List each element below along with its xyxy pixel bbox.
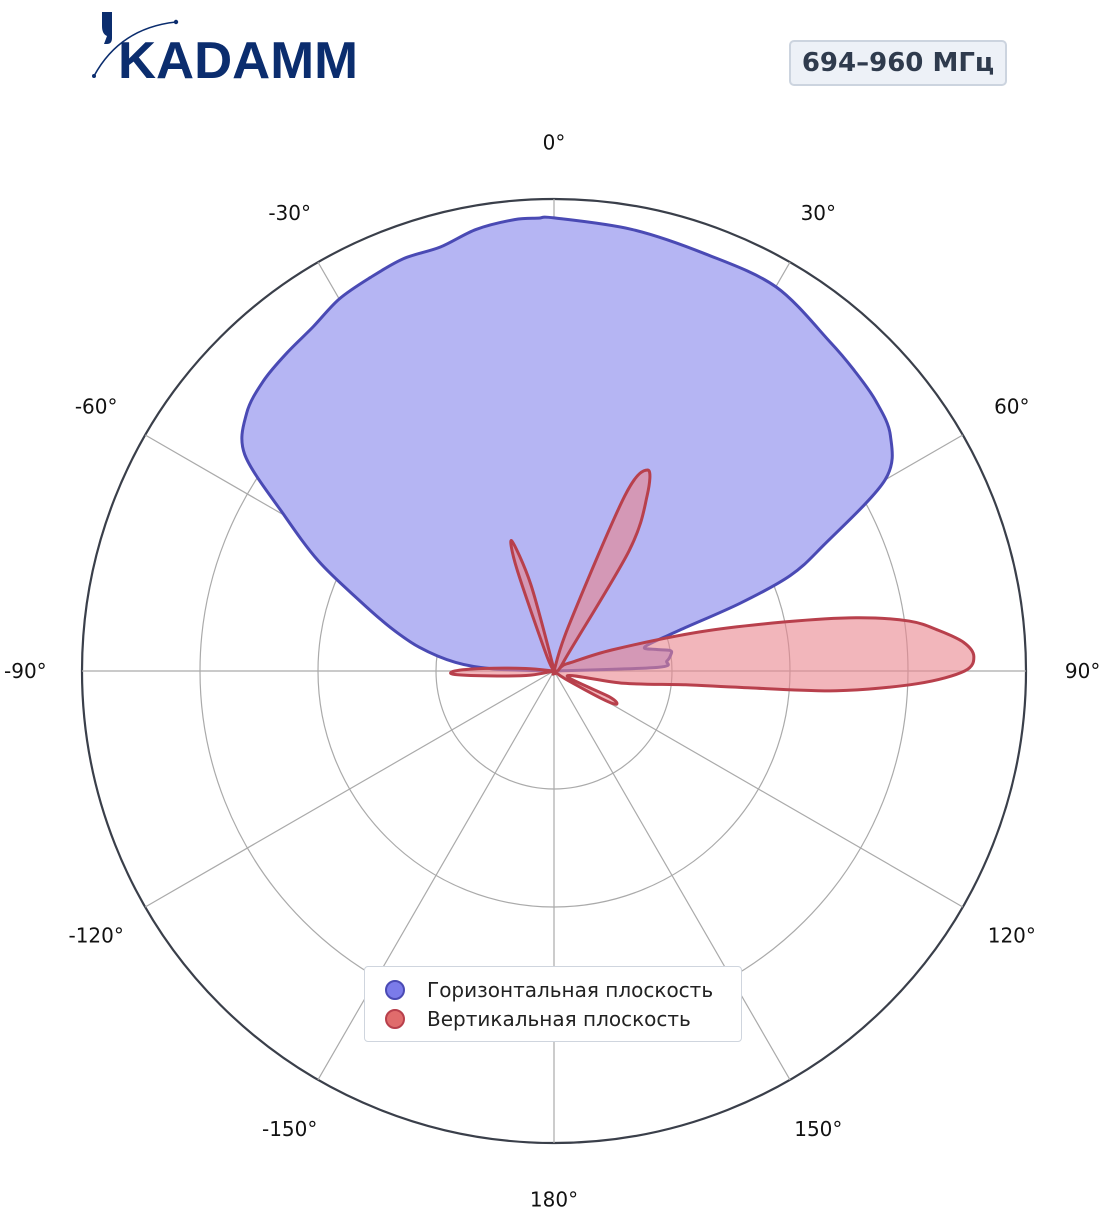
angle-tick-label: 120° (988, 923, 1036, 947)
legend-marker-horizontal (385, 980, 405, 1000)
legend: Горизонтальная плоскость Вертикальная пл… (364, 966, 742, 1042)
series-vertical-plane (449, 468, 976, 706)
logo-swoosh-dot (173, 19, 179, 25)
angle-tick-label: -30° (268, 201, 311, 225)
angle-tick-label: 90° (1065, 659, 1100, 683)
angle-tick-label: -90° (4, 659, 47, 683)
frequency-band-badge: 694–960 МГц (789, 40, 1007, 86)
legend-item-horizontal: Горизонтальная плоскость (385, 975, 713, 1005)
legend-marker-vertical (385, 1009, 405, 1029)
logo-swoosh (93, 21, 177, 77)
legend-label-horizontal: Горизонтальная плоскость (427, 978, 714, 1002)
angular-gridline (553, 670, 964, 908)
logo-text: KADAMM (118, 32, 358, 84)
series-horizontal-plane (240, 215, 894, 673)
angular-gridline (144, 670, 555, 908)
angle-tick-label: 150° (794, 1117, 842, 1141)
angle-tick-label: 60° (994, 395, 1029, 419)
angular-gridline (553, 670, 791, 1081)
legend-label-vertical: Вертикальная плоскость (427, 1007, 691, 1031)
kadamm-logo: KADAMM (92, 12, 358, 84)
angle-tick-label: -60° (75, 395, 118, 419)
logo-swoosh-dot (92, 74, 96, 78)
angular-gridline (317, 670, 555, 1081)
angle-tick-label: -150° (262, 1117, 317, 1141)
angle-tick-label: 30° (801, 201, 836, 225)
angle-labels: 0° 30° 60° 90° 120° 150° 180° -150° -120° -90° -60… (4, 130, 1100, 1211)
angle-tick-label: 0° (543, 130, 566, 154)
logo-drop-mark (102, 12, 112, 44)
legend-item-vertical: Вертикальная плоскость (385, 1004, 691, 1034)
angle-tick-label: 180° (530, 1188, 578, 1211)
series-layer (240, 215, 976, 706)
angle-tick-label: -120° (68, 923, 123, 947)
